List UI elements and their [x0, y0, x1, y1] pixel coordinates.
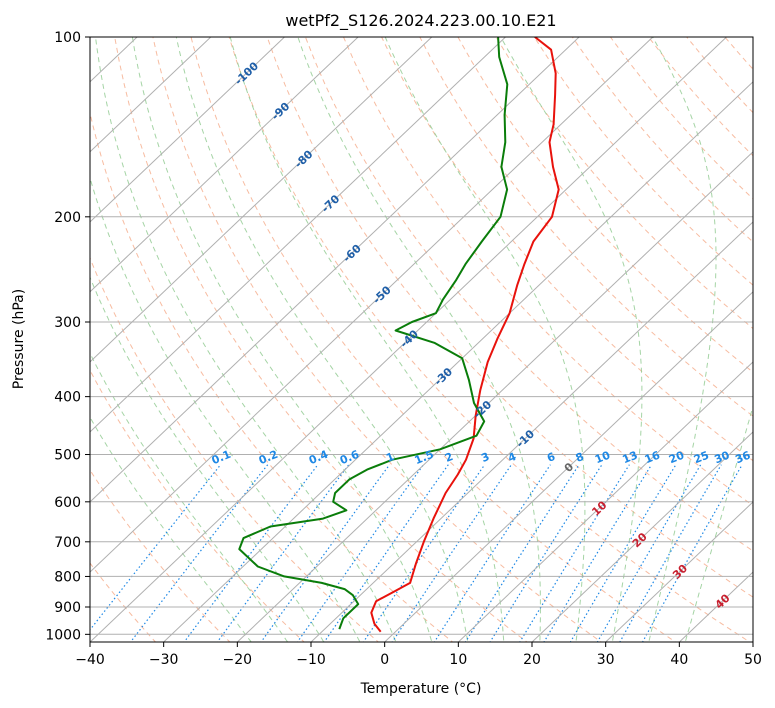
y-axis-label: Pressure (hPa): [11, 289, 27, 389]
isotherm-line: [90, 37, 286, 223]
isotherm-line: [604, 501, 753, 642]
isotherm-line: [90, 37, 580, 503]
x-tick-label: −10: [296, 652, 326, 668]
dry-adiabat-line: [763, 37, 775, 649]
y-axis-ticks: 100 200 300 400 500 600 700 800 900 1000: [45, 30, 90, 643]
isotherm-line: [531, 431, 753, 642]
isotherm-line: [90, 37, 654, 573]
mixing-ratio-label: 3: [479, 450, 491, 465]
y-tick-label: 600: [54, 495, 81, 511]
x-axis-ticks: −40 −30 −20 −10 0 10 20 30 40 50: [75, 642, 762, 668]
isotherm-line: [90, 37, 507, 433]
mixing-ratio-line: [619, 464, 722, 642]
x-tick-label: 0: [380, 652, 389, 668]
mixing-ratio-line: [362, 464, 486, 642]
y-tick-label: 1000: [45, 627, 81, 643]
x-tick-label: −20: [223, 652, 253, 668]
sounding-profiles: [238, 37, 560, 633]
mixing-ratio-line: [183, 464, 319, 642]
moist-adiabat-line: [131, 37, 433, 642]
mixing-ratio-line: [519, 464, 630, 642]
dry-adiabat-line: [419, 37, 753, 417]
x-tick-label: −40: [75, 652, 105, 668]
moist-adiabat-line: [648, 37, 717, 642]
moist-adiabat-line: [684, 404, 753, 642]
isotherm-line: [457, 361, 753, 642]
isotherm-line: [310, 221, 753, 642]
mixing-ratio-label: 10: [593, 448, 612, 466]
x-tick-label: 50: [744, 652, 762, 668]
x-tick-label: 40: [670, 652, 688, 668]
mixing-ratio-label: 1: [384, 450, 396, 465]
y-tick-label: 400: [54, 390, 81, 406]
isotherm-line: [162, 81, 753, 642]
moist-adiabat-line: [175, 37, 469, 642]
mixing-ratio-label: 25: [692, 449, 711, 467]
mixing-ratio-label: 36: [733, 448, 752, 466]
y-tick-label: 800: [54, 569, 81, 585]
moist-adiabat-line: [384, 37, 586, 642]
isotherm-line: [90, 37, 728, 642]
dry-adiabat-line: [114, 37, 528, 642]
mixing-ratio-label: 20: [667, 448, 686, 466]
x-tick-label: −30: [149, 652, 179, 668]
isotherm-line: [90, 37, 359, 293]
mixing-ratio-line: [90, 464, 222, 631]
temperature-profile: [370, 37, 560, 633]
mixing-ratio-label: 16: [643, 448, 662, 466]
mixing-ratio-line: [323, 464, 449, 642]
isotherm-line: [0, 24, 4, 659]
dry-adiabat-line: [457, 37, 753, 373]
x-axis-label: Temperature (°C): [360, 681, 482, 697]
line-labels: 0.1 0.2 0.4 0.6 1 1.5 2 3 4 6 8 10 13 16 20 25 30 36-100-…: [210, 59, 753, 611]
background-lines: [90, 37, 775, 649]
dry-adiabat-line: [266, 37, 753, 598]
isotherm-line: [90, 37, 212, 153]
mixing-ratio-line: [543, 464, 653, 642]
mixing-ratio-line: [260, 464, 391, 642]
mixing-ratio-line: [489, 464, 603, 642]
mixing-ratio-line: [391, 464, 512, 642]
mixing-ratio-label: 13: [621, 449, 640, 467]
isotherm-line: [90, 37, 433, 363]
isotherm-line: [236, 151, 753, 642]
mixing-ratio-label: 2: [443, 450, 455, 465]
grid-lines: [0, 24, 753, 659]
chart-title: wetPf2_S126.2024.223.00.10.E21: [285, 11, 556, 31]
y-tick-label: 500: [54, 448, 81, 464]
x-tick-label: 30: [597, 652, 615, 668]
y-tick-label: 900: [54, 600, 81, 616]
isotherm-line: [383, 291, 753, 642]
mixing-ratio-label: 8: [574, 450, 586, 465]
y-tick-label: 100: [54, 30, 81, 46]
dry-adiabat-line: [152, 37, 603, 642]
dewpoint-profile: [238, 37, 509, 630]
plot-frame: [89, 36, 754, 643]
x-tick-label: 20: [523, 652, 541, 668]
y-tick-label: 300: [54, 315, 81, 331]
moist-adiabat-line: [297, 37, 541, 642]
moist-adiabat-line: [90, 276, 325, 642]
mixing-ratio-label: 30: [712, 448, 731, 466]
mixing-ratio-line: [569, 464, 677, 642]
x-tick-label: 10: [449, 652, 467, 668]
y-tick-label: 700: [54, 535, 81, 551]
mixing-ratio-line: [129, 464, 269, 642]
dry-adiabat-line: [228, 37, 751, 642]
mixing-ratio-line: [216, 464, 350, 642]
y-tick-label: 200: [54, 210, 81, 226]
mixing-ratio-line: [296, 464, 424, 642]
